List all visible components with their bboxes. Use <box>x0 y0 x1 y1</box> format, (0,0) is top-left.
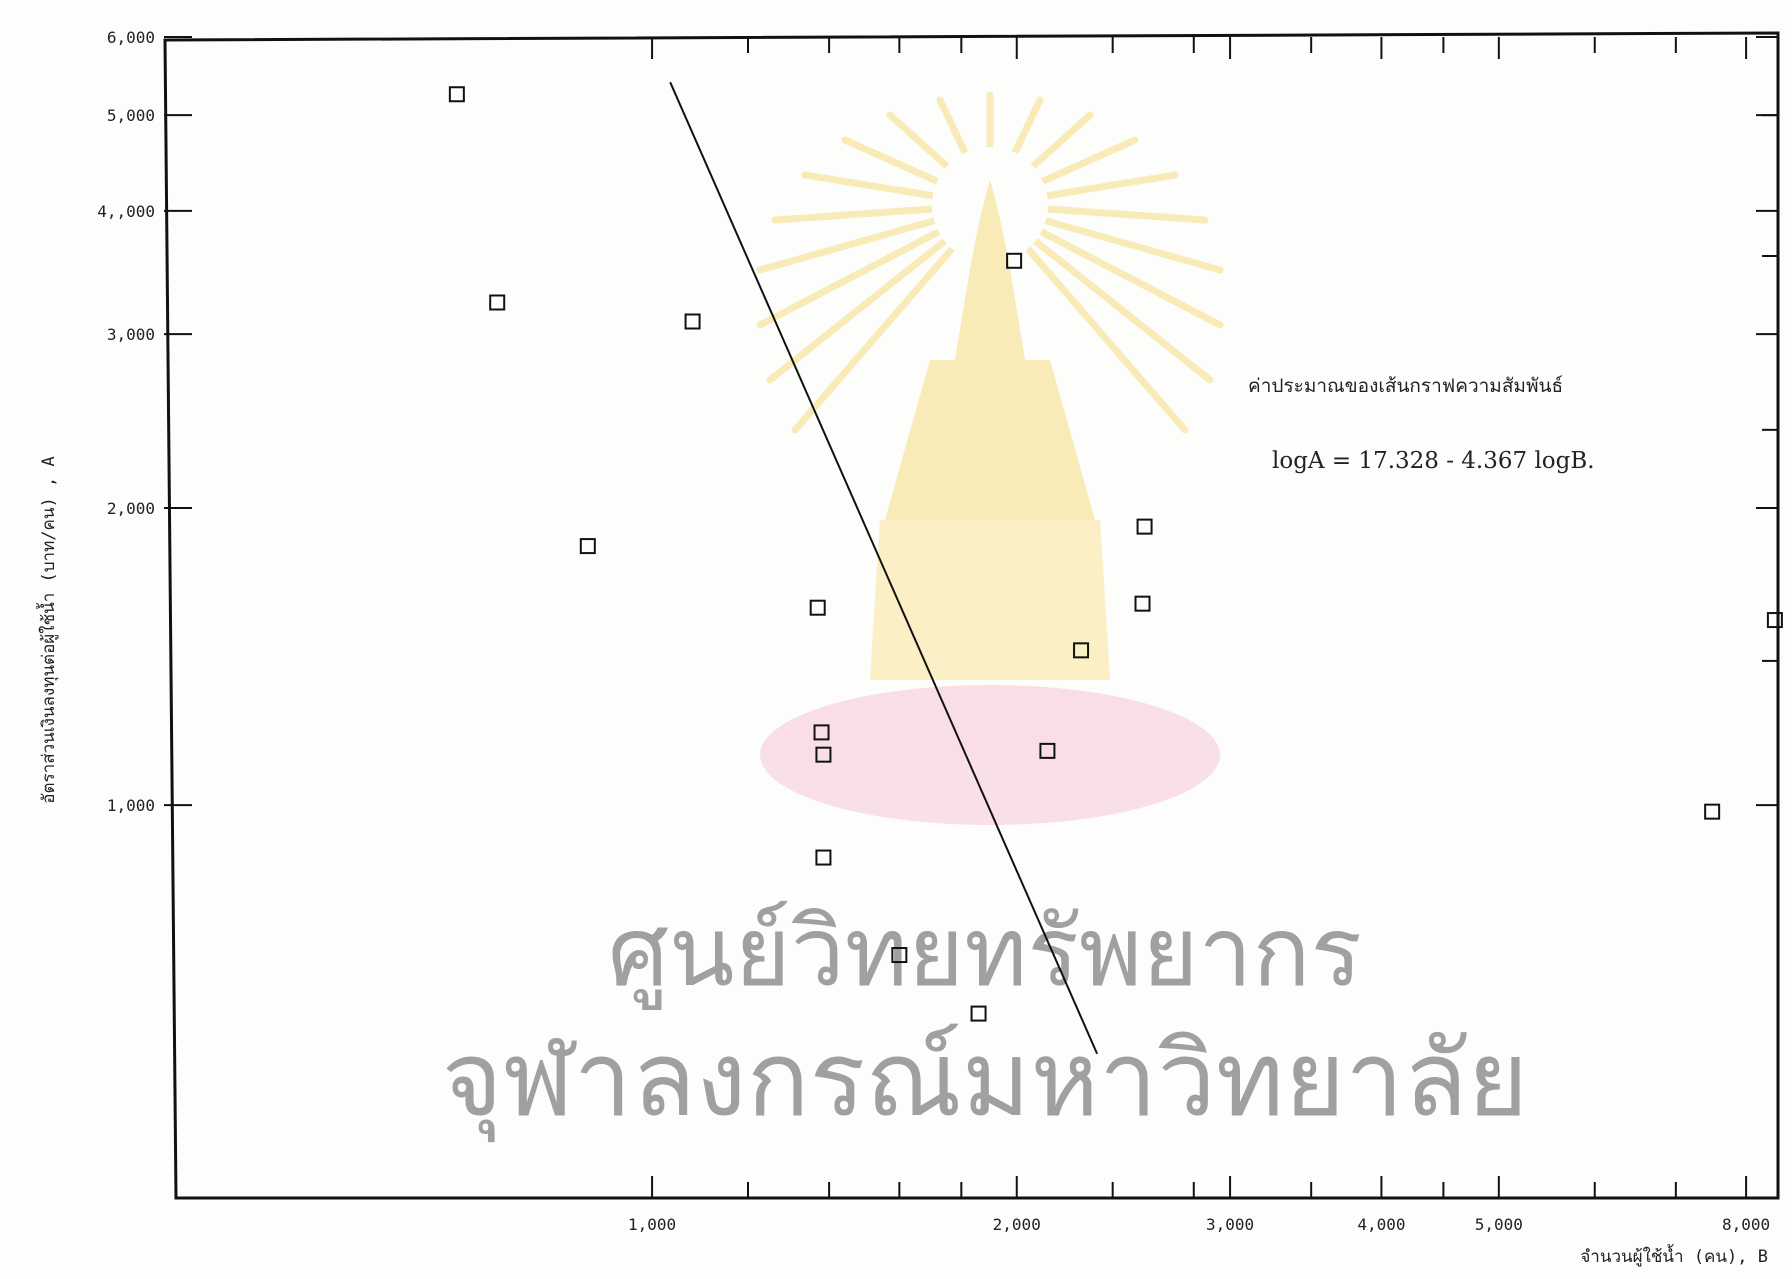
data-point-1 <box>489 294 506 311</box>
emblem-pink-base <box>760 685 1220 825</box>
y-tick-label: 2,000 <box>107 499 155 518</box>
x-tick-label: 3,000 <box>1206 1215 1254 1234</box>
y-tick-label: 1,000 <box>107 796 155 815</box>
emblem-body <box>885 360 1095 520</box>
data-points <box>448 86 1783 1022</box>
data-point-16 <box>1766 612 1783 629</box>
data-point-10 <box>1006 252 1023 269</box>
data-point-12 <box>1073 642 1090 659</box>
annotation-title: ค่าประมาณของเส้นกราฟความสัมพันธ์ <box>1248 375 1563 397</box>
regression-line <box>669 81 1099 1055</box>
annotation-equation: logA = 17.328 - 4.367 logB. <box>1272 448 1595 474</box>
data-point-11 <box>1039 742 1056 759</box>
data-point-7 <box>815 849 832 866</box>
y-tick-label: 3,000 <box>107 325 155 344</box>
data-point-9 <box>970 1005 987 1022</box>
fit-line-layer <box>669 81 1099 1055</box>
x-tick-label: 1,000 <box>628 1215 676 1234</box>
x-tick-label: 4,000 <box>1357 1215 1405 1234</box>
x-tick-label: 2,000 <box>993 1215 1041 1234</box>
data-point-4 <box>809 599 826 616</box>
y-tick-label: 5,000 <box>107 106 155 125</box>
data-point-15 <box>1704 803 1721 820</box>
data-point-2 <box>579 538 596 555</box>
x-tick-label: 8,000 <box>1722 1215 1770 1234</box>
data-point-6 <box>815 746 832 763</box>
data-point-8 <box>891 947 908 964</box>
plot-frame <box>163 31 1780 1200</box>
data-point-3 <box>684 313 701 330</box>
watermark-text-line1: ศูนย์วิทยทรัพยากร <box>608 896 1362 1010</box>
data-point-5 <box>813 724 830 741</box>
emblem-base <box>870 520 1110 680</box>
x-tick-label: 5,000 <box>1475 1215 1523 1234</box>
x-axis-label: จำนวนผู้ใช้น้ำ (คน), B <box>1580 1244 1768 1267</box>
data-point-13 <box>1134 595 1151 612</box>
axis-ticks <box>164 36 1778 1198</box>
watermark-emblem: ศูนย์วิทยทรัพยากร จุฬาลงกรณ์มหาวิทยาลัย <box>442 91 1529 1143</box>
data-point-14 <box>1136 518 1153 535</box>
y-axis-label: อัตราส่วนเงินลงทุนต่อผู้ใช้น้ำ (บาท/คน) … <box>36 456 59 803</box>
emblem-center <box>932 147 1048 263</box>
y-tick-label: 6,000 <box>107 28 155 47</box>
emblem-rays <box>756 91 1224 434</box>
axis-tick-labels: 1,000 2,000 3,000 4,000 5,000 8,000 1,000 2,000… <box>97 28 1770 1234</box>
watermark-text-line2: จุฬาลงกรณ์มหาวิทยาลัย <box>442 1018 1529 1143</box>
emblem-spire <box>955 180 1025 360</box>
data-point-0 <box>448 86 465 103</box>
y-tick-label: 4,,000 <box>97 202 155 221</box>
